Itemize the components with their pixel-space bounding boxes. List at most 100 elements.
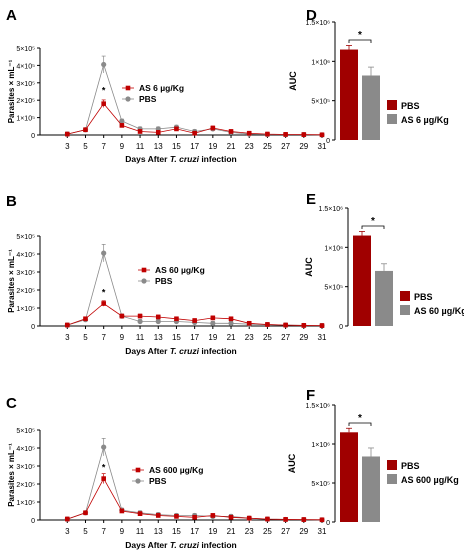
- series-line: [67, 251, 323, 327]
- legend-marker: [125, 85, 131, 91]
- significance-star: *: [358, 30, 362, 41]
- line-panel-c: C 0 1×10⁵ 2×10⁵ 3×10⁵ 4×10⁵ 5×10⁵ 3 5 7 9 11 13 15 17 1…: [6, 395, 327, 550]
- data-point: [210, 513, 216, 518]
- bar-pbs: [340, 49, 358, 140]
- legend-label: AS 6 µg/Kg: [139, 83, 184, 93]
- data-point: [119, 313, 125, 319]
- data-point: [101, 101, 106, 106]
- x-tick-label: 21: [227, 142, 236, 151]
- bar-pbs: [353, 235, 371, 326]
- legend-marker: [141, 267, 147, 273]
- x-tick-label: 19: [208, 527, 217, 536]
- data-point: [319, 323, 325, 328]
- significance-bracket: *: [348, 30, 372, 43]
- data-point: [101, 301, 106, 306]
- data-point: [155, 318, 161, 325]
- y-tick-label: 5×10⁵: [16, 46, 35, 53]
- x-tick-label: 15: [172, 527, 181, 536]
- y-tick-label: 1×10⁶: [324, 245, 343, 252]
- legend-label: PBS: [149, 476, 167, 486]
- data-point: [210, 320, 216, 326]
- x-tick-label: 13: [154, 333, 163, 342]
- panel-label: E: [306, 191, 316, 208]
- data-point: [119, 118, 125, 124]
- data-point: [192, 318, 197, 323]
- line-panel-a: A 0 1×10⁵ 2×10⁵ 3×10⁵ 4×10⁵ 5×10⁵ 3 5 7 9 11 13 15 17 1…: [6, 7, 327, 164]
- y-tick-label: 1×10⁶: [311, 442, 330, 449]
- bar-treatment: [362, 456, 380, 522]
- series-pbs: [64, 55, 325, 138]
- legend-label: AS 600 µg/Kg: [149, 465, 204, 475]
- legend-marker: [125, 96, 131, 102]
- x-tick-label: 15: [172, 333, 181, 342]
- x-axis-label: Days After T. cruzi infection: [125, 154, 236, 164]
- legend-item: AS 6 µg/Kg: [387, 114, 449, 125]
- x-axis-label-part: infection: [199, 154, 237, 164]
- y-axis-label: Parasites × mL⁻¹: [7, 249, 16, 313]
- legend-swatch: [387, 474, 397, 484]
- x-axis-label: Days After T. cruzi infection: [125, 540, 236, 550]
- y-tick-label: 0: [326, 520, 330, 527]
- x-tick-label: 25: [263, 527, 272, 536]
- data-point: [301, 323, 307, 328]
- x-tick-label: 25: [263, 142, 272, 151]
- y-axis-label: Parasites × mL⁻¹: [7, 443, 16, 507]
- data-point: [64, 131, 70, 137]
- bar-panel-f: F 0 5×10⁵ 1×10⁶ 1.5×10⁶ AUC * PBS AS 600 µg/Kg: [287, 387, 459, 527]
- data-point: [210, 125, 216, 131]
- bracket-line: [348, 39, 372, 43]
- data-point: [155, 513, 161, 518]
- x-axis-label-part: infection: [199, 540, 237, 550]
- data-point: [174, 126, 179, 132]
- y-tick-label: 5×10⁵: [16, 234, 35, 241]
- y-axis-label: AUC: [304, 257, 314, 277]
- x-axis-label-part: infection: [199, 346, 237, 356]
- legend-item: PBS: [138, 276, 173, 286]
- data-point: [246, 321, 252, 326]
- legend-item: PBS: [122, 94, 157, 104]
- y-tick-label: 1×10⁵: [16, 116, 35, 123]
- x-tick-label: 23: [245, 527, 254, 536]
- data-point: [210, 315, 216, 321]
- data-point: [137, 511, 143, 516]
- x-tick-label: 7: [101, 333, 106, 342]
- panel-label: F: [306, 387, 315, 404]
- legend-swatch: [400, 305, 410, 315]
- y-tick-label: 3×10⁵: [16, 270, 35, 277]
- y-tick-label: 3×10⁵: [16, 81, 35, 88]
- legend-item: PBS: [132, 476, 167, 486]
- data-point: [192, 130, 197, 136]
- x-axis-label: Days After T. cruzi infection: [125, 346, 236, 356]
- x-axis-label-part: T. cruzi: [170, 346, 200, 356]
- x-tick-label: 5: [83, 333, 88, 342]
- data-point: [119, 508, 125, 514]
- x-tick-label: 13: [154, 527, 163, 536]
- legend-label: PBS: [139, 94, 157, 104]
- legend-item: AS 6 µg/Kg: [122, 83, 184, 93]
- data-point: [283, 322, 288, 328]
- data-point: [174, 514, 179, 519]
- y-tick-label: 2×10⁵: [16, 482, 35, 489]
- legend-item: PBS: [387, 100, 420, 111]
- y-tick-label: 0: [31, 324, 35, 331]
- x-tick-label: 29: [299, 333, 308, 342]
- data-point: [246, 515, 252, 521]
- legend-item: PBS: [400, 291, 433, 302]
- panel-label: B: [6, 193, 17, 210]
- bar-treatment: [375, 270, 393, 326]
- significance-star: *: [102, 463, 106, 473]
- data-point: [83, 316, 88, 322]
- data-point: [301, 517, 307, 522]
- data-point: [228, 316, 234, 322]
- series-treatment: [64, 473, 325, 523]
- x-axis-label-part: T. cruzi: [170, 154, 200, 164]
- legend-marker: [135, 467, 141, 473]
- x-tick-label: 15: [172, 142, 181, 151]
- x-tick-label: 7: [101, 142, 106, 151]
- panel-label: A: [6, 7, 17, 24]
- x-tick-label: 9: [120, 142, 125, 151]
- bar-treatment: [362, 75, 380, 140]
- x-tick-label: 5: [83, 527, 88, 536]
- legend-label: PBS: [401, 461, 420, 471]
- y-tick-label: 4×10⁵: [16, 63, 35, 70]
